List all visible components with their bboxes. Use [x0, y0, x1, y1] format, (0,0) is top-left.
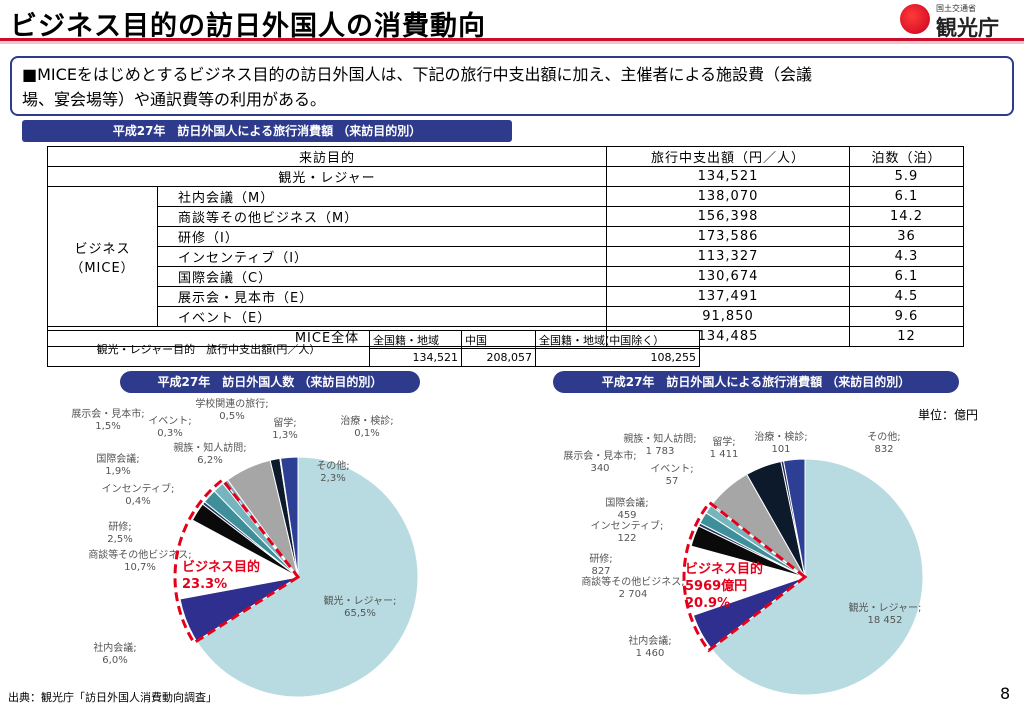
business-group-label: ビジネス （MICE）: [47, 186, 158, 327]
pie-data-label: 商談等その他ビジネス; 2 704: [581, 575, 684, 600]
business-highlight-outline: [682, 500, 808, 653]
value-excluding-china: 108,255: [535, 348, 700, 367]
row-nights: 12: [849, 326, 964, 347]
pie-data-label: 商談等その他ビジネス; 10,7%: [88, 548, 191, 573]
pie-data-label: インセンティブ; 0,4%: [102, 482, 175, 507]
table-row: 展示会・見本市（E） 137,491 4.5: [48, 286, 964, 307]
title-underline: [0, 38, 1024, 44]
pie-data-label: イベント; 0,3%: [148, 415, 191, 439]
pie-data-label: 社内会議; 1 460: [628, 634, 671, 659]
visitors-chart-title: 平成27年 訪日外国人数 （来訪目的別）: [120, 371, 420, 393]
japan-tourism-agency-logo: 国土交通省 観光庁: [900, 2, 1015, 40]
row-nights: 4.5: [849, 286, 964, 307]
pie-data-label: 親族・知人訪問; 6,2%: [173, 441, 246, 466]
value-all-nationalities: 134,521: [369, 348, 462, 367]
pie-data-label: 社内会議; 6,0%: [93, 641, 136, 666]
pie-data-label: イベント; 57: [650, 463, 693, 487]
pie-data-label: 研修; 827: [589, 552, 612, 577]
table-row: ビジネス （MICE） 社内会議（M） 138,070 6.1: [47, 186, 964, 327]
row-nights: 36: [849, 226, 964, 247]
red-sun-icon: [900, 4, 930, 34]
table-row: 観光・レジャー目的 旅行中支出額(円／人） 全国籍・地域 中国 全国籍・地域(中…: [47, 330, 700, 367]
row-nights: 9.6: [849, 306, 964, 327]
row-nights: 5.9: [849, 166, 964, 187]
intro-box: ■MICEをはじめとするビジネス目的の訪日外国人は、下記の旅行中支出額に加え、主…: [10, 56, 1014, 116]
header-purpose: 来訪目的: [47, 146, 607, 167]
pie-data-label: 観光・レジャー; 65,5%: [324, 594, 397, 619]
pie-slice: [177, 519, 300, 600]
group-label-line-1: ビジネス: [74, 241, 131, 257]
row-spend: 113,327: [606, 246, 850, 267]
pie-data-label: 展示会・見本市; 1,5%: [71, 407, 144, 432]
pie-data-label: 国際会議; 1,9%: [96, 452, 139, 477]
pie-data-label: 親族・知人訪問; 1 783: [623, 432, 696, 457]
source-note: 出典：観光庁「訪日外国人消費動向調査」: [8, 691, 217, 704]
tourism-spend-label: 観光・レジャー目的 旅行中支出額(円／人）: [47, 330, 370, 367]
row-nights: 4.3: [849, 246, 964, 267]
table-row: イベント（E） 91,850 9.6: [48, 306, 964, 327]
pie-data-label: 学校関連の旅行; 0,5%: [195, 397, 268, 422]
group-label-line-2: （MICE）: [70, 260, 135, 276]
pie-data-label: 治療・検診; 101: [754, 430, 807, 455]
pie-slice: [280, 456, 299, 578]
page-number: 8: [1000, 684, 1011, 703]
row-spend: 137,491: [606, 286, 850, 307]
pie-data-label: 観光・レジャー; 18 452: [849, 601, 922, 626]
pie-data-label: 研修; 2,5%: [107, 520, 132, 545]
pie-data-label: その他; 2,3%: [316, 459, 349, 484]
pie-data-label: 留学; 1 411: [710, 435, 739, 460]
table-banner: 平成27年 訪日外国人による旅行消費額 （来訪目的別）: [22, 120, 512, 142]
table-row: 134,521 208,057 108,255: [48, 348, 700, 367]
pie-data-label: 治療・検診; 0,1%: [340, 414, 393, 439]
logo-agency-text: 観光庁: [936, 16, 999, 40]
table-row: インセンティブ（I） 113,327 4.3: [48, 246, 964, 267]
pie-data-label: 展示会・見本市; 340: [563, 449, 636, 474]
spending-chart-title: 平成27年 訪日外国人による旅行消費額 （来訪目的別）: [553, 371, 959, 393]
pie-data-label: 国際会議; 459: [605, 496, 648, 521]
pie-slice: [710, 458, 924, 696]
pie-slice: [195, 456, 419, 698]
pie-data-label: その他; 832: [867, 430, 900, 455]
header-nights: 泊数（泊）: [849, 146, 964, 167]
table-row: 研修（I） 173,586 36: [48, 226, 964, 247]
pie-data-label: インセンティブ; 122: [591, 519, 664, 544]
logo-ministry-text: 国土交通省: [936, 4, 976, 13]
row-label: 国際会議（C）: [157, 266, 607, 287]
unit-label: 単位：億円: [918, 408, 979, 422]
header-excluding-china: 全国籍・地域(中国除く）: [535, 330, 700, 349]
intro-line-2: 場、宴会場等）や通訳費等の利用がある。: [22, 90, 327, 109]
pie-data-label: 留学; 1,3%: [272, 416, 297, 441]
pie-slice: [782, 458, 806, 578]
row-label: 展示会・見本市（E）: [157, 286, 607, 307]
row-nights: 14.2: [849, 206, 964, 227]
header-china: 中国: [461, 330, 536, 349]
business-callout: ビジネス目的 23.3%: [182, 559, 260, 592]
row-spend: 91,850: [606, 306, 850, 327]
business-callout: ビジネス目的 5969億円 20.9%: [685, 561, 763, 611]
page-title: ビジネス目的の訪日外国人の消費動向: [10, 11, 486, 42]
spending-by-purpose-table: 来訪目的 旅行中支出額（円／人） 泊数（泊） 観光・レジャー 134,521 5…: [47, 146, 964, 347]
intro-line-1: ■MICEをはじめとするビジネス目的の訪日外国人は、下記の旅行中支出額に加え、主…: [22, 65, 812, 84]
tourism-spend-by-nationality-table: 観光・レジャー目的 旅行中支出額(円／人） 全国籍・地域 中国 全国籍・地域(中…: [47, 330, 700, 367]
table-header-row: 来訪目的 旅行中支出額（円／人） 泊数（泊）: [47, 146, 964, 167]
business-highlight-outline: [173, 477, 301, 645]
